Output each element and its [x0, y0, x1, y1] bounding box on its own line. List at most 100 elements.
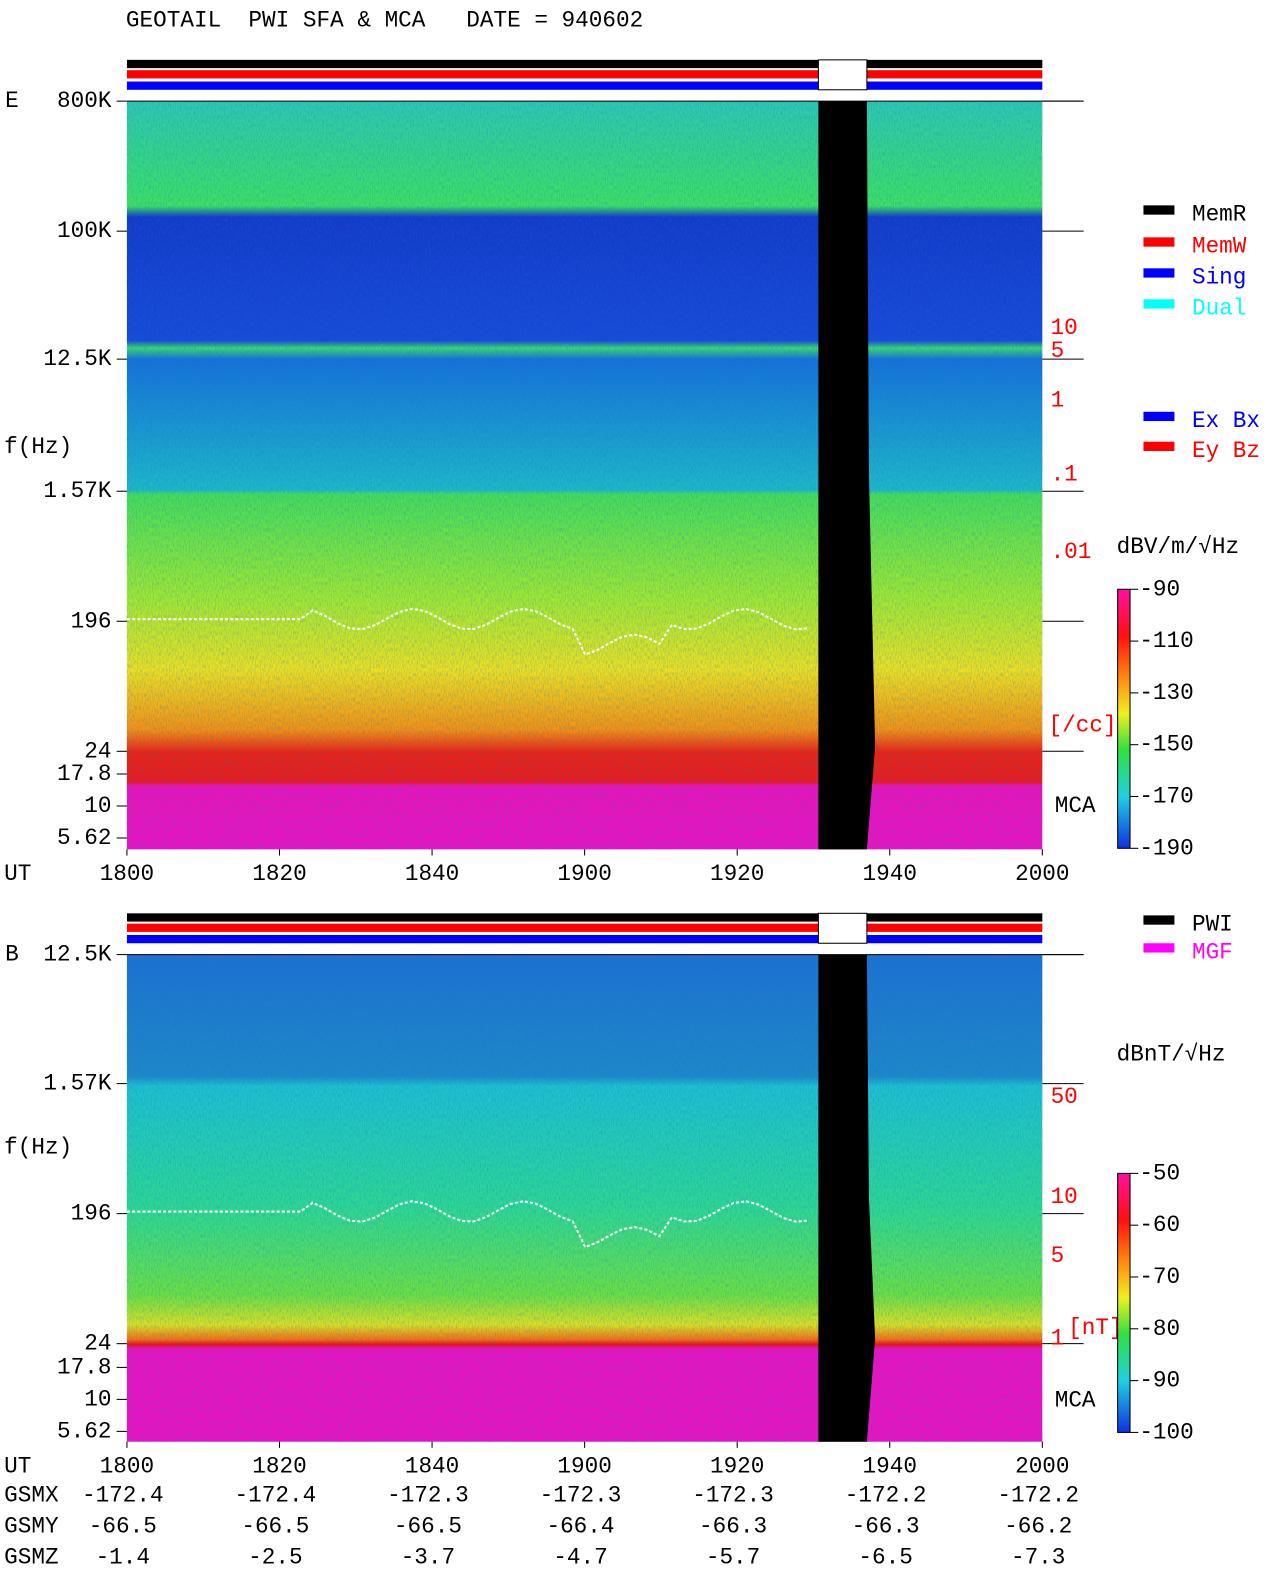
legend-swatch — [1143, 943, 1175, 953]
density-label: 5 — [1051, 338, 1065, 364]
coordinate-value: -66.5 — [89, 1513, 157, 1539]
page-title: GEOTAIL PWI SFA & MCA DATE = 940602 — [126, 8, 643, 34]
colorbar-tick-label: -150 — [1139, 732, 1193, 758]
x-tick-label: 1940 — [863, 861, 917, 887]
density-label: [nT] — [1068, 1315, 1122, 1341]
y-tick-label: 10 — [84, 793, 111, 819]
coordinate-value: -172.2 — [997, 1482, 1079, 1508]
density-label: [/cc] — [1049, 712, 1117, 738]
status-gap — [817, 59, 868, 91]
x-tick-label: 1920 — [710, 1453, 764, 1479]
y-tick-label: 17.8 — [57, 1354, 111, 1380]
density-label: 5 — [1051, 1243, 1065, 1269]
y-tick-label: 800K — [57, 88, 112, 114]
x-tick-label: 1840 — [405, 1453, 459, 1479]
colorbar-tick-label: -70 — [1139, 1264, 1180, 1290]
x-tick-label: 1840 — [405, 861, 459, 887]
colorbar-tick-label: -100 — [1139, 1419, 1193, 1445]
x-tick-label: 2000 — [1015, 1453, 1069, 1479]
colorbar-unit: dBnT/√Hz — [1117, 1042, 1226, 1068]
coordinate-value: -66.5 — [394, 1513, 462, 1539]
colorbar-tick-label: -50 — [1139, 1160, 1180, 1186]
coordinate-value: -172.4 — [235, 1482, 317, 1508]
coordinate-value: -66.4 — [546, 1513, 614, 1539]
band-label: MCA — [1055, 793, 1096, 819]
x-axis-label: UT — [4, 861, 31, 887]
band-label: MCA — [1055, 1387, 1096, 1413]
coordinate-value: -6.5 — [858, 1544, 912, 1570]
y-tick-label: 100K — [57, 218, 112, 244]
status-gap — [817, 912, 868, 944]
colorbar — [1117, 1172, 1131, 1433]
x-tick-label: 1800 — [100, 861, 154, 887]
density-label: 1 — [1051, 387, 1065, 413]
y-tick-label: 12.5K — [43, 346, 111, 372]
colorbar-tick-label: -130 — [1139, 680, 1193, 706]
x-tick-label: 2000 — [1015, 861, 1069, 887]
y-axis-label: f(Hz) — [4, 1135, 72, 1161]
y-tick-label: 24 — [84, 1331, 111, 1357]
colorbar-tick-label: -60 — [1139, 1212, 1180, 1238]
colorbar-tick-label: -90 — [1139, 1368, 1180, 1394]
y-tick-label: 12.5K — [43, 942, 111, 968]
legend-label: MemW — [1192, 234, 1247, 260]
coordinate-value: -172.3 — [540, 1482, 622, 1508]
data-gap — [818, 101, 876, 850]
legend-label: Ey Bz — [1192, 438, 1260, 464]
colorbar-tick-label: -110 — [1139, 628, 1193, 654]
row-label: GSMX — [4, 1482, 59, 1508]
legend-label: Ex Bx — [1192, 408, 1260, 434]
y-tick-label: 17.8 — [57, 761, 111, 787]
canvas: GEOTAIL PWI SFA & MCA DATE = 940602 Ef(H… — [4, 8, 1260, 1571]
coordinate-value: -2.5 — [248, 1544, 302, 1570]
x-tick-label: 1820 — [252, 1453, 306, 1479]
status-bar — [126, 934, 1043, 944]
y-tick-label: 1.57K — [43, 478, 111, 504]
x-axis-label: UT — [4, 1453, 31, 1479]
legend-swatch — [1143, 237, 1175, 247]
legend-swatch — [1143, 299, 1175, 309]
y-tick-label: 5.62 — [57, 1418, 111, 1444]
colorbar-tick-label: -170 — [1139, 783, 1193, 809]
coordinate-value: -66.5 — [241, 1513, 309, 1539]
legend-label: MemR — [1192, 202, 1247, 228]
y-tick-label: 196 — [71, 608, 112, 634]
x-tick-label: 1940 — [863, 1453, 917, 1479]
legend-swatch — [1143, 268, 1175, 278]
legend-label: Sing — [1192, 265, 1246, 291]
legend-label: MGF — [1192, 940, 1233, 966]
colorbar-tick-label: -190 — [1139, 835, 1193, 861]
legend-label: PWI — [1192, 912, 1233, 938]
coordinate-value: -3.7 — [401, 1544, 455, 1570]
colorbar-tick-label: -80 — [1139, 1316, 1180, 1342]
status-bar — [126, 70, 1043, 79]
plasma-line — [126, 607, 809, 656]
coordinate-value: -66.2 — [1004, 1513, 1072, 1539]
density-label: .1 — [1051, 462, 1078, 488]
colorbar-unit: dBV/m/√Hz — [1117, 534, 1240, 560]
coordinate-value: -172.3 — [692, 1482, 774, 1508]
coordinate-value: -4.7 — [553, 1544, 607, 1570]
x-tick-label: 1900 — [557, 861, 611, 887]
density-label: 1 — [1051, 1326, 1065, 1352]
x-tick-label: 1920 — [710, 861, 764, 887]
coordinate-value: -172.4 — [82, 1482, 164, 1508]
coordinate-value: -7.3 — [1011, 1544, 1065, 1570]
plasma-line — [126, 1200, 809, 1249]
legend-swatch — [1143, 441, 1175, 451]
x-tick-label: 1820 — [252, 861, 306, 887]
spectrogram-noise — [126, 954, 1043, 1442]
status-bar — [126, 59, 1043, 69]
density-label: 10 — [1051, 1184, 1078, 1210]
row-label: GSMZ — [4, 1544, 58, 1570]
legend-swatch — [1143, 915, 1175, 925]
y-tick-label: 5.62 — [57, 825, 111, 851]
coordinate-value: -172.3 — [387, 1482, 469, 1508]
x-tick-label: 1800 — [100, 1453, 154, 1479]
data-gap — [818, 954, 876, 1442]
coordinate-value: -66.3 — [852, 1513, 920, 1539]
coordinate-value: -66.3 — [699, 1513, 767, 1539]
legend-swatch — [1143, 411, 1175, 422]
y-tick-label: 1.57K — [43, 1071, 111, 1097]
